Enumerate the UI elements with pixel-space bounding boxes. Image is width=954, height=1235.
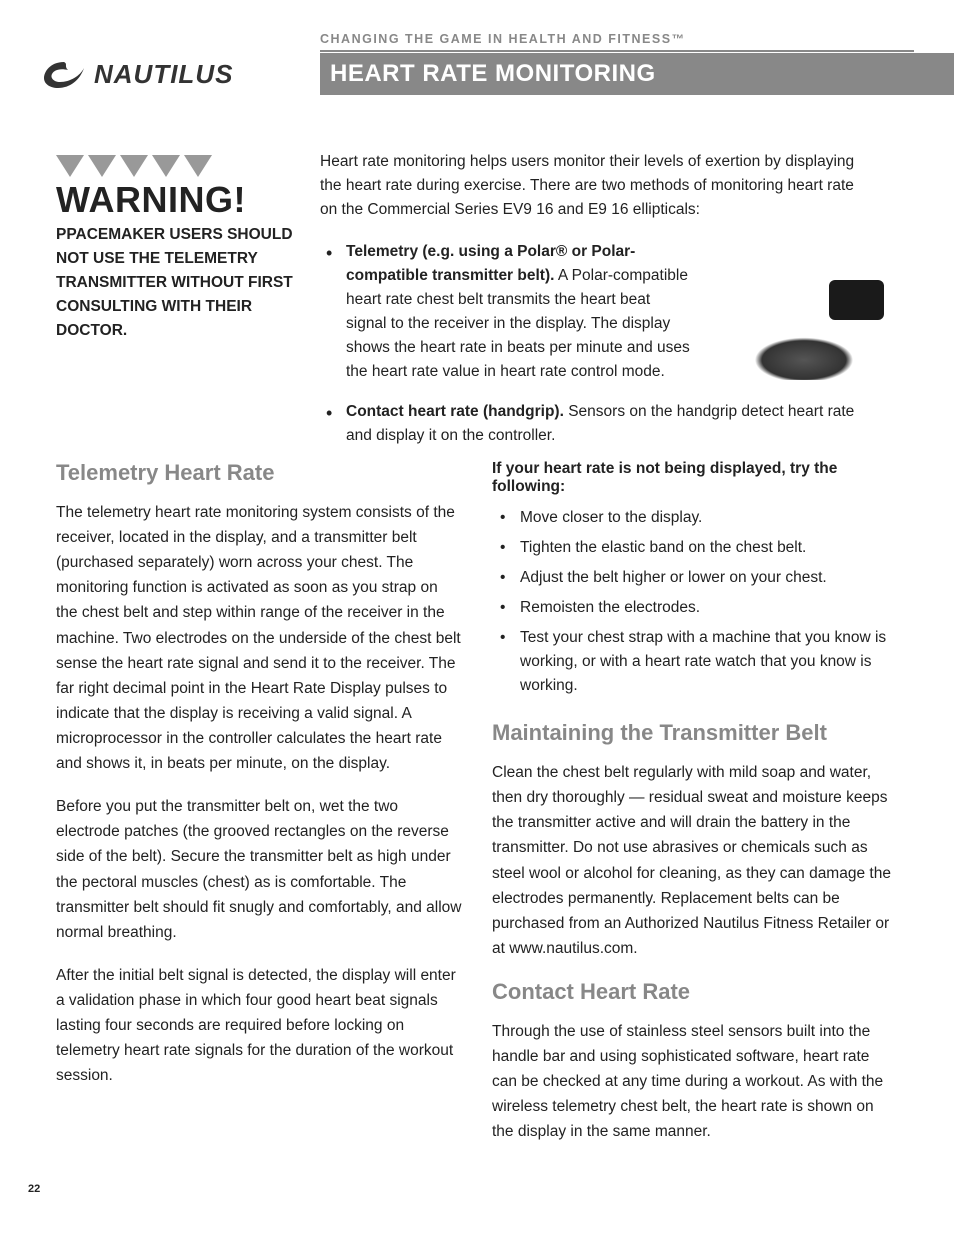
- troubleshoot-list: Move closer to the display. Tighten the …: [492, 506, 898, 698]
- telemetry-para-2: Before you put the transmitter belt on, …: [56, 794, 462, 945]
- tip-item: Remoisten the electrodes.: [492, 596, 898, 620]
- header-tagline: CHANGING THE GAME IN HEALTH AND FITNESS™: [320, 32, 914, 52]
- contact-heading: Contact Heart Rate: [492, 979, 898, 1005]
- warning-body: PPACEMAKER USERS SHOULD NOT USE THE TELE…: [56, 223, 296, 343]
- intro-item-contact: Contact heart rate (handgrip). Sensors o…: [320, 400, 874, 448]
- transmitter-belt-image: [734, 270, 894, 380]
- intro-paragraph: Heart rate monitoring helps users monito…: [320, 150, 874, 222]
- maintain-heading: Maintaining the Transmitter Belt: [492, 720, 898, 746]
- troubleshoot-heading: If your heart rate is not being displaye…: [492, 460, 898, 496]
- warning-triangles-icon: [56, 155, 296, 177]
- header-bar: HEART RATE MONITORING: [320, 53, 954, 95]
- page-title: HEART RATE MONITORING: [330, 60, 656, 88]
- telemetry-heading: Telemetry Heart Rate: [56, 460, 462, 486]
- contact-body: Through the use of stainless steel senso…: [492, 1019, 898, 1145]
- warning-title: WARNING!: [56, 179, 296, 221]
- nautilus-swirl-icon: [40, 58, 88, 90]
- tip-item: Test your chest strap with a machine tha…: [492, 626, 898, 698]
- brand-name: NAUTILUS: [94, 59, 233, 90]
- intro-item-title: Contact heart rate (handgrip).: [346, 403, 564, 420]
- right-column: If your heart rate is not being displaye…: [492, 460, 898, 1163]
- maintain-body: Clean the chest belt regularly with mild…: [492, 760, 898, 961]
- tip-item: Adjust the belt higher or lower on your …: [492, 566, 898, 590]
- telemetry-para-1: The telemetry heart rate monitoring syst…: [56, 500, 462, 776]
- left-column: Telemetry Heart Rate The telemetry heart…: [56, 460, 462, 1163]
- tip-item: Tighten the elastic band on the chest be…: [492, 536, 898, 560]
- warning-callout: WARNING! PPACEMAKER USERS SHOULD NOT USE…: [56, 155, 296, 343]
- page-number: 22: [28, 1183, 40, 1195]
- brand-logo: NAUTILUS: [40, 53, 300, 95]
- two-column-body: Telemetry Heart Rate The telemetry heart…: [56, 460, 898, 1163]
- telemetry-para-3: After the initial belt signal is detecte…: [56, 963, 462, 1089]
- tip-item: Move closer to the display.: [492, 506, 898, 530]
